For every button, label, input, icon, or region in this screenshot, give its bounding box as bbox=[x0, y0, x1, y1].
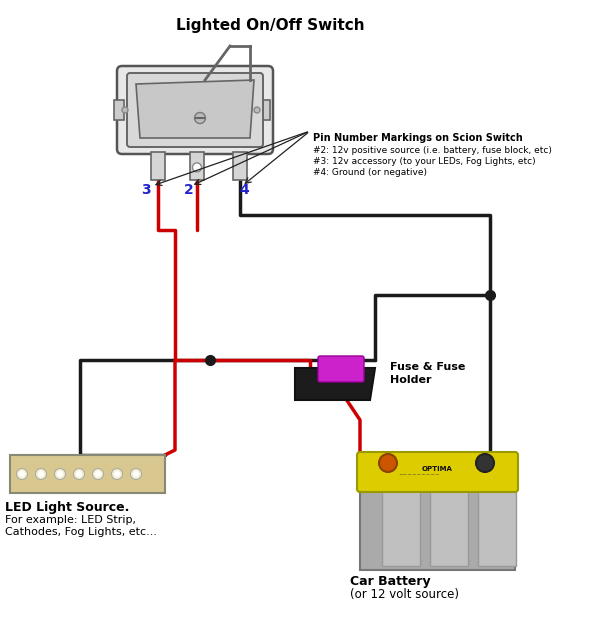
Text: (or 12 volt source): (or 12 volt source) bbox=[350, 588, 459, 601]
Circle shape bbox=[476, 454, 494, 472]
Circle shape bbox=[122, 107, 128, 113]
FancyBboxPatch shape bbox=[318, 356, 364, 382]
Circle shape bbox=[111, 469, 123, 479]
Bar bbox=[382, 487, 420, 566]
Text: OPTIMA: OPTIMA bbox=[422, 466, 453, 472]
Circle shape bbox=[19, 471, 25, 477]
Circle shape bbox=[76, 471, 82, 477]
Bar bbox=[260, 100, 270, 120]
Text: Car Battery: Car Battery bbox=[350, 575, 431, 588]
Circle shape bbox=[16, 469, 28, 479]
Bar bbox=[10, 455, 165, 493]
Polygon shape bbox=[295, 368, 375, 400]
Circle shape bbox=[254, 107, 260, 113]
Bar bbox=[114, 100, 124, 120]
Circle shape bbox=[55, 469, 65, 479]
Text: #2: 12v positive source (i.e. battery, fuse block, etc): #2: 12v positive source (i.e. battery, f… bbox=[313, 146, 552, 155]
Circle shape bbox=[193, 163, 201, 172]
Circle shape bbox=[74, 469, 84, 479]
Text: Holder: Holder bbox=[390, 375, 432, 385]
Text: LED Light Source.: LED Light Source. bbox=[5, 501, 130, 514]
Bar bbox=[430, 487, 468, 566]
FancyBboxPatch shape bbox=[117, 66, 273, 154]
Text: Fuse & Fuse: Fuse & Fuse bbox=[390, 362, 465, 372]
Bar bbox=[478, 487, 516, 566]
Text: Pin Number Markings on Scion Switch: Pin Number Markings on Scion Switch bbox=[313, 133, 523, 143]
Circle shape bbox=[133, 471, 139, 477]
FancyBboxPatch shape bbox=[127, 73, 263, 147]
Circle shape bbox=[35, 469, 47, 479]
Polygon shape bbox=[136, 80, 254, 138]
Text: #4: Ground (or negative): #4: Ground (or negative) bbox=[313, 168, 427, 177]
Circle shape bbox=[194, 112, 206, 124]
Text: ~~~~~~~~~: ~~~~~~~~~ bbox=[399, 472, 441, 478]
Text: #3: 12v accessory (to your LEDs, Fog Lights, etc): #3: 12v accessory (to your LEDs, Fog Lig… bbox=[313, 157, 535, 166]
Circle shape bbox=[57, 471, 63, 477]
Circle shape bbox=[38, 471, 44, 477]
FancyBboxPatch shape bbox=[357, 452, 518, 492]
Text: 2: 2 bbox=[184, 183, 194, 197]
Circle shape bbox=[92, 469, 104, 479]
Circle shape bbox=[95, 471, 101, 477]
Text: For example: LED Strip,: For example: LED Strip, bbox=[5, 515, 136, 525]
Circle shape bbox=[131, 469, 141, 479]
Circle shape bbox=[379, 454, 397, 472]
Bar bbox=[360, 483, 515, 570]
Bar bbox=[233, 152, 247, 180]
Text: 3: 3 bbox=[141, 183, 151, 197]
Bar bbox=[151, 152, 165, 180]
Text: Cathodes, Fog Lights, etc...: Cathodes, Fog Lights, etc... bbox=[5, 527, 157, 537]
Text: 4: 4 bbox=[239, 183, 249, 197]
Circle shape bbox=[114, 471, 120, 477]
Text: Lighted On/Off Switch: Lighted On/Off Switch bbox=[176, 18, 365, 33]
Bar bbox=[190, 152, 204, 180]
